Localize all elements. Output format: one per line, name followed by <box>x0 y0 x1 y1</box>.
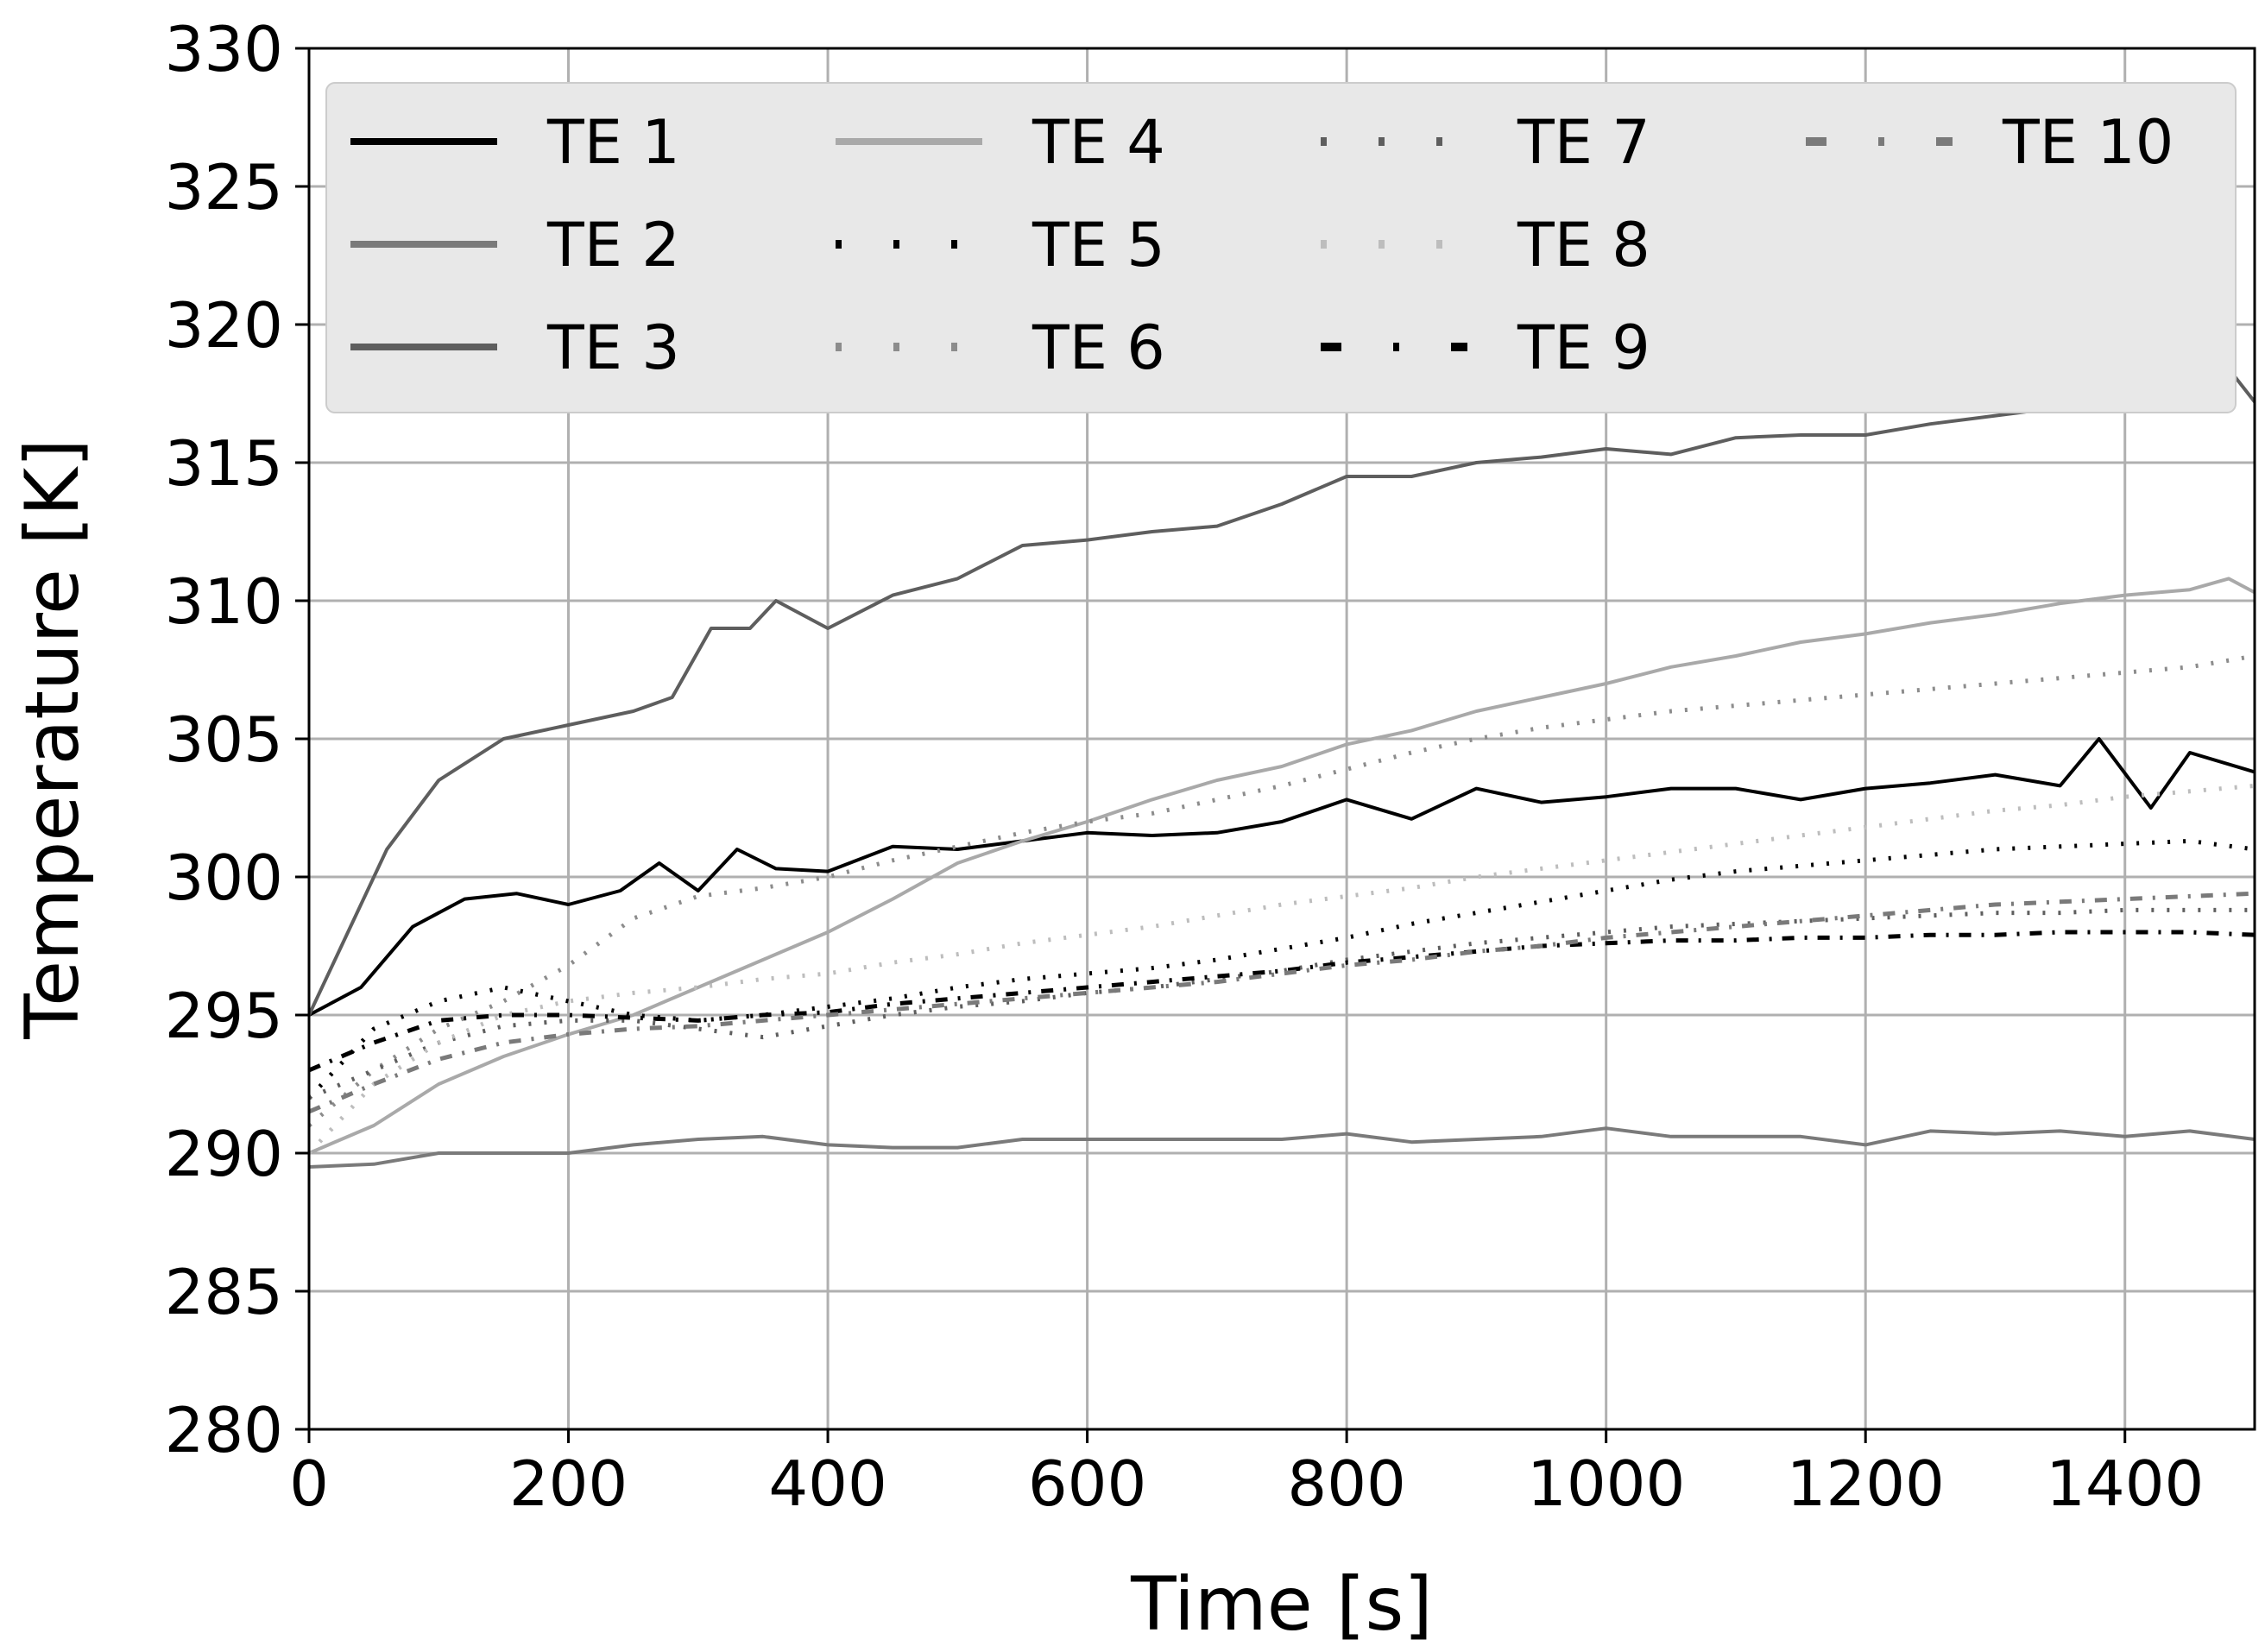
y-tick-label: 315 <box>165 427 283 500</box>
y-axis-title: Temperature [K] <box>9 438 96 1040</box>
legend-label-te-9: TE 9 <box>1517 312 1650 383</box>
series-line-te-9 <box>309 930 2255 1073</box>
x-tick-label: 1400 <box>2046 1447 2204 1520</box>
series-layer <box>309 367 2255 1169</box>
y-tick-label: 300 <box>165 842 283 914</box>
x-tick-label: 1200 <box>1787 1447 1945 1520</box>
y-tick-label: 325 <box>165 151 283 224</box>
axis-ticks: 0 200 400 600 800 1000 1200 1400 280 285 290 295 300… <box>165 13 2205 1520</box>
series-line-te-3 <box>309 367 2255 1017</box>
legend-label-te-8: TE 8 <box>1517 210 1650 281</box>
y-tick-label: 305 <box>165 703 283 776</box>
legend: TE 1 TE 2 TE 3 TE 4 TE 5 TE 6 TE 7 TE 8 TE 9 TE 1… <box>325 82 2237 413</box>
y-tick-label: 280 <box>165 1394 283 1466</box>
legend-label-te-1: TE 1 <box>546 107 680 178</box>
legend-box <box>325 82 2237 413</box>
legend-label-te-5: TE 5 <box>1032 210 1165 281</box>
legend-label-te-3: TE 3 <box>546 312 680 383</box>
series-line-te-8 <box>309 783 2255 1155</box>
legend-label-te-4: TE 4 <box>1032 107 1165 178</box>
series-line-te-2 <box>309 1126 2255 1169</box>
legend-label-te-10: TE 10 <box>2002 107 2174 178</box>
series-line-te-4 <box>309 577 2255 1155</box>
x-tick-label: 200 <box>509 1447 628 1520</box>
legend-label-te-6: TE 6 <box>1032 312 1165 383</box>
x-tick-label: 400 <box>768 1447 886 1520</box>
y-tick-label: 330 <box>165 13 283 85</box>
x-tick-label: 600 <box>1028 1447 1146 1520</box>
y-tick-label: 310 <box>165 565 283 638</box>
x-tick-label: 0 <box>289 1447 329 1520</box>
y-tick-label: 285 <box>165 1256 283 1328</box>
x-tick-label: 1000 <box>1527 1447 1685 1520</box>
y-tick-label: 320 <box>165 289 283 362</box>
x-axis-title: Time [s] <box>1130 1561 1433 1648</box>
y-tick-label: 290 <box>165 1118 283 1190</box>
x-tick-label: 800 <box>1287 1447 1405 1520</box>
series-line-te-1 <box>309 737 2255 1017</box>
legend-label-te-7: TE 7 <box>1517 107 1650 178</box>
legend-label-te-2: TE 2 <box>546 210 680 281</box>
y-tick-label: 295 <box>165 980 283 1052</box>
